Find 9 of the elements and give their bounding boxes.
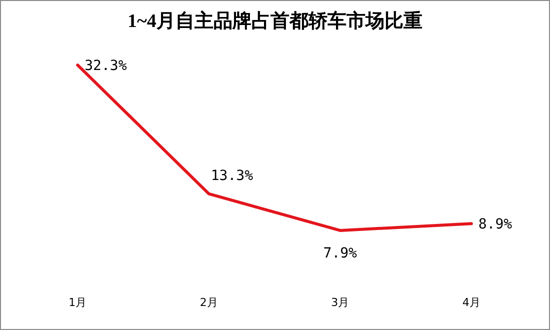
x-tick-label: 2月	[200, 296, 218, 309]
x-tick-label: 1月	[68, 296, 87, 309]
data-label: 7.9%	[323, 245, 358, 262]
data-label: 8.9%	[478, 216, 513, 233]
data-label: 13.3%	[210, 168, 254, 184]
x-tick-label: 3月	[331, 296, 350, 309]
x-tick-label: 4月	[462, 296, 480, 309]
chart-title: 1~4月自主品牌占首都轿车市场比重	[128, 10, 422, 32]
data-label: 32.3%	[84, 58, 128, 74]
